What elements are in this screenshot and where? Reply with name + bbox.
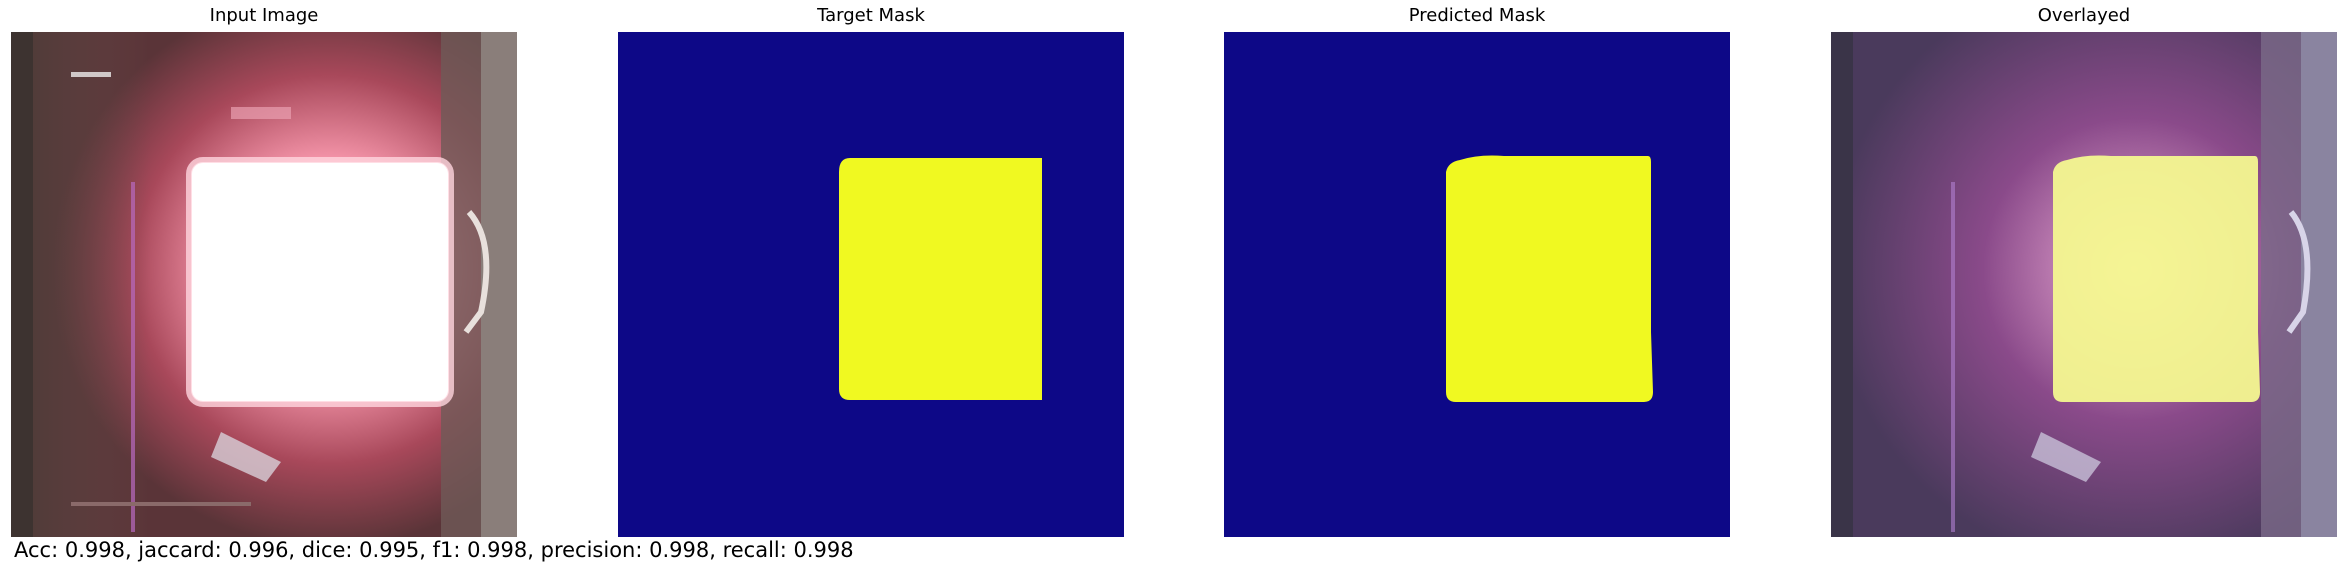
panel-title-predicted-mask: Predicted Mask — [1408, 5, 1546, 26]
input-image-canvas — [11, 32, 517, 537]
input-image — [11, 32, 517, 537]
panel-title-overlayed: Overlayed — [2037, 5, 2131, 26]
overlayed-image-canvas — [1831, 32, 2337, 537]
metrics-summary: Acc: 0.998, jaccard: 0.996, dice: 0.995,… — [14, 538, 854, 562]
target-mask-canvas — [618, 32, 1124, 537]
panel-title-input-image: Input Image — [209, 5, 319, 26]
predicted-mask — [1224, 32, 1730, 537]
panel-title-target-mask: Target Mask — [817, 5, 925, 26]
overlayed-image — [1831, 32, 2337, 537]
predicted-mask-canvas — [1224, 32, 1730, 537]
target-mask — [618, 32, 1124, 537]
